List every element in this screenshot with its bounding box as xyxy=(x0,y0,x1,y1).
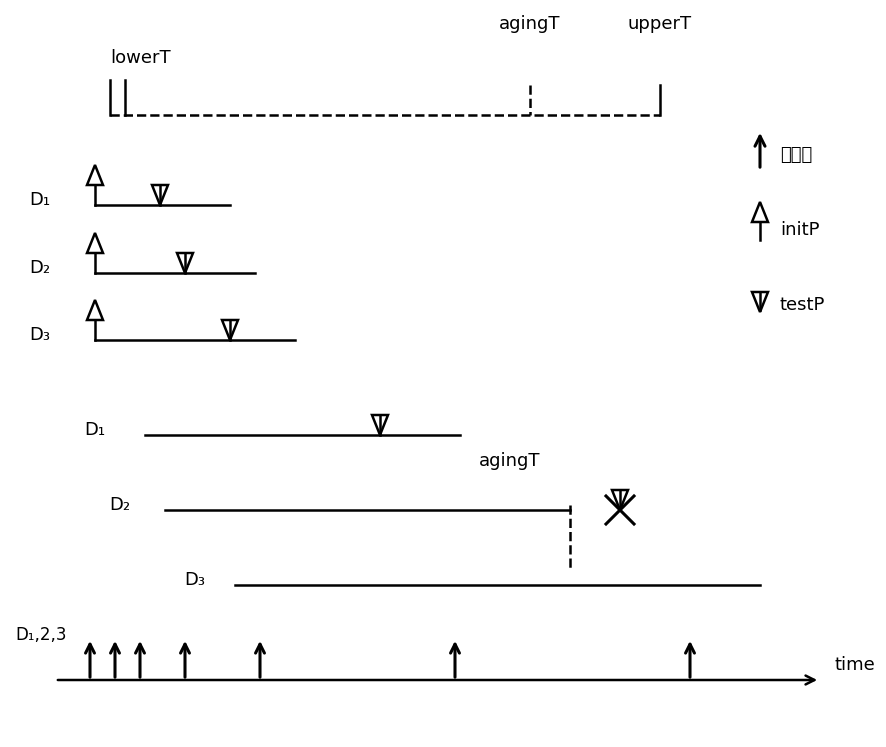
Text: D₁,2,3: D₁,2,3 xyxy=(15,626,66,644)
Text: D₃: D₃ xyxy=(29,326,51,344)
Text: D₁: D₁ xyxy=(84,421,105,439)
Text: agingT: agingT xyxy=(499,15,561,33)
Text: 心跳包: 心跳包 xyxy=(780,146,812,164)
Text: time: time xyxy=(835,656,875,674)
Text: D₂: D₂ xyxy=(109,496,130,514)
Text: testP: testP xyxy=(780,296,826,314)
Text: lowerT: lowerT xyxy=(110,49,171,67)
Text: initP: initP xyxy=(780,221,820,239)
Text: D₃: D₃ xyxy=(184,571,206,589)
Text: D₂: D₂ xyxy=(29,259,51,277)
Text: D₁: D₁ xyxy=(29,191,51,209)
Text: upperT: upperT xyxy=(628,15,692,33)
Text: agingT: agingT xyxy=(479,452,540,470)
